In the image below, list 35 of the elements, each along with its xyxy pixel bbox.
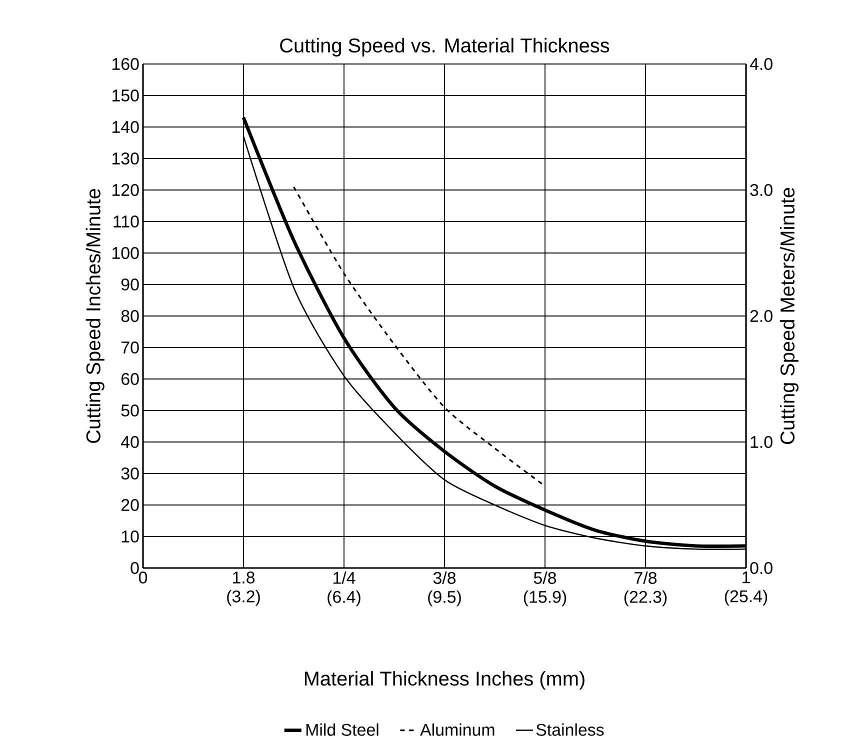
y-tick-label: 110: [114, 216, 139, 228]
y-tick-label: 130: [112, 152, 139, 164]
y-tick-label: 160: [112, 58, 139, 70]
y-tick-label: 70: [122, 342, 139, 354]
legend-label: Stainless: [536, 723, 604, 736]
y-tick-label: 20: [122, 499, 139, 511]
y-tick-label: 40: [121, 436, 139, 448]
x-tick-label: 0: [138, 572, 148, 584]
y-tick-label: 90: [121, 278, 139, 290]
x-tick-label: 5/8 (15.9): [524, 572, 566, 606]
y-tick-label: 50: [121, 404, 139, 416]
y-tick-label: 140: [112, 121, 139, 133]
x-tick-label: 1.8 (3.2): [227, 572, 260, 606]
y2-tick-label: 2.0: [750, 310, 772, 322]
y2-tick-label: 3.0: [750, 184, 772, 196]
y2-axis-title: Cutting Speed Meters/Minute: [780, 188, 798, 444]
y-tick-label: 10: [122, 530, 139, 542]
y-tick-label: 100: [112, 247, 139, 259]
y-tick-label: 150: [112, 89, 139, 102]
y-tick-label: 60: [122, 373, 139, 385]
y-tick-label: 120: [112, 184, 139, 196]
y-tick-label: 30: [121, 468, 139, 480]
legend-label: Mild Steel: [306, 723, 378, 736]
legend-label: Aluminum: [420, 723, 494, 736]
y-tick-label: 80: [121, 310, 139, 322]
y2-tick-label: 1.0: [750, 436, 772, 448]
x-tick-label: 3/8 (9.5): [428, 572, 461, 606]
x-tick-label: 7/8 (22.3): [624, 572, 667, 606]
y-tick-label: 0: [130, 562, 139, 574]
x-axis-title: Material Thickness Inches (mm): [304, 671, 584, 690]
y2-tick-label: 0.0: [750, 562, 772, 574]
y2-tick-label: 4.0: [750, 58, 772, 70]
chart-title: Cutting Speed vs. Material Thickness: [280, 38, 610, 57]
y-axis-title: Cutting Speed Inches/Minute: [86, 189, 104, 443]
x-tick-label: 1/4 (6.4): [328, 572, 360, 606]
